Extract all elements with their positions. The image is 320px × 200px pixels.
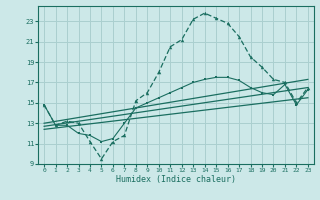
- X-axis label: Humidex (Indice chaleur): Humidex (Indice chaleur): [116, 175, 236, 184]
